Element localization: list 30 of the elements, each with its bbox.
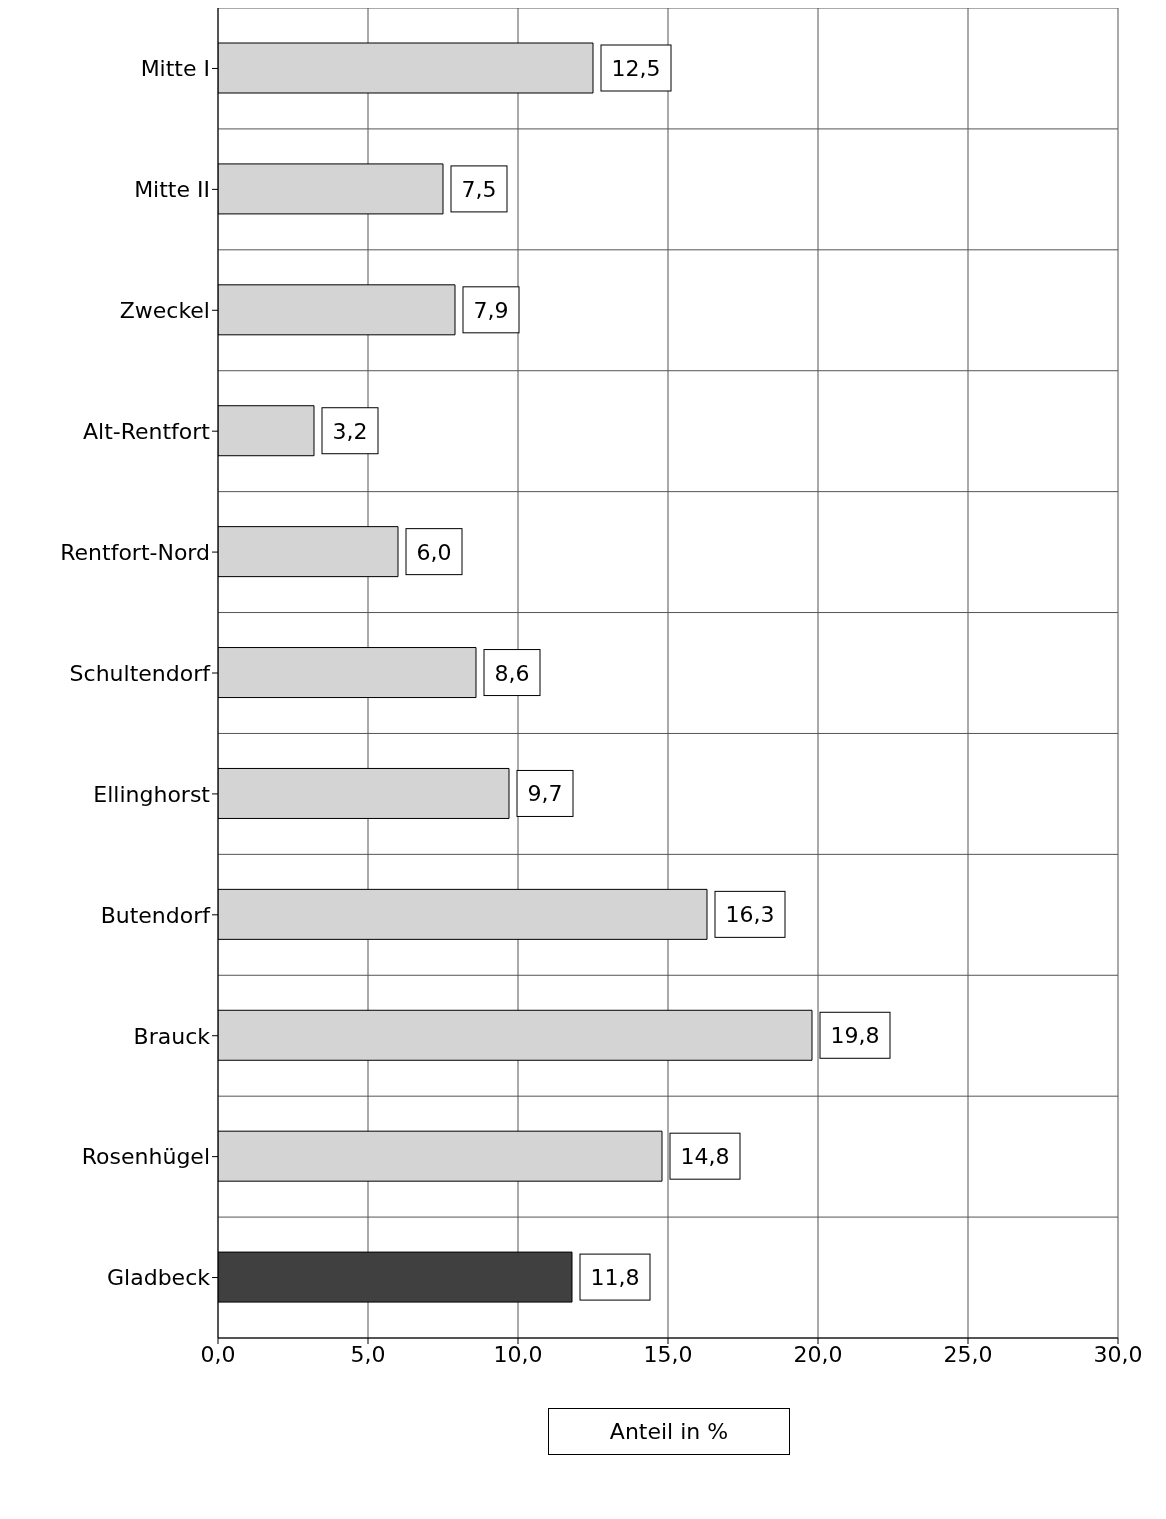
y-tick-label: Rosenhügel (81, 1144, 210, 1170)
data-label: 9,7 (527, 781, 563, 807)
data-label: 14,8 (680, 1144, 730, 1170)
data-label: 3,2 (332, 418, 368, 444)
x-tick-label: 10,0 (493, 1341, 543, 1367)
data-label: 6,0 (416, 539, 452, 565)
x-tick-label: 15,0 (643, 1341, 693, 1367)
x-axis-title: Anteil in % (548, 1408, 790, 1455)
x-tick-label: 20,0 (793, 1341, 843, 1367)
data-label: 19,8 (830, 1023, 880, 1049)
data-label: 12,5 (611, 56, 661, 81)
y-tick-label: Gladbeck (107, 1265, 211, 1291)
data-label: 7,5 (461, 176, 497, 202)
y-tick-label: Mitte I (140, 56, 210, 82)
x-tick-label: 5,0 (350, 1341, 386, 1367)
y-tick-label: Schultendorf (69, 660, 212, 686)
y-tick-label: Zweckel (119, 298, 210, 324)
data-label: 8,6 (494, 660, 530, 686)
y-tick-label: Butendorf (100, 902, 212, 928)
data-label: 11,8 (590, 1265, 640, 1291)
y-tick-label: Ellinghorst (93, 781, 211, 807)
x-tick-label: 30,0 (1093, 1341, 1143, 1367)
x-tick-label: 25,0 (943, 1341, 993, 1367)
y-tick-label: Rentfort-Nord (60, 539, 210, 565)
x-tick-label: 0,0 (200, 1341, 236, 1367)
y-tick-label: Brauck (133, 1023, 211, 1049)
data-label: 7,9 (473, 297, 509, 323)
y-tick-label: Alt-Rentfort (82, 418, 211, 444)
data-label: 16,3 (725, 902, 775, 928)
y-tick-label: Mitte II (134, 177, 210, 203)
